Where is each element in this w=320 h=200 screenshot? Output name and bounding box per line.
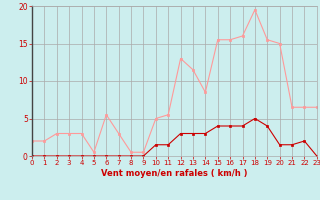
X-axis label: Vent moyen/en rafales ( km/h ): Vent moyen/en rafales ( km/h ) [101, 169, 248, 178]
